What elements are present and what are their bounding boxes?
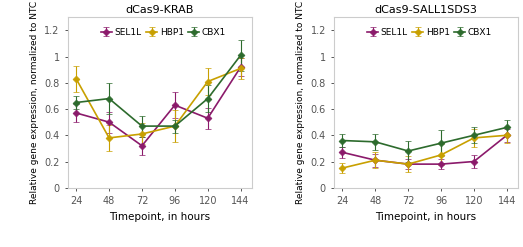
Legend: SEL1L, HBP1, CBX1: SEL1L, HBP1, CBX1 — [98, 25, 229, 40]
Title: dCas9-SALL1SDS3: dCas9-SALL1SDS3 — [374, 5, 477, 15]
Legend: SEL1L, HBP1, CBX1: SEL1L, HBP1, CBX1 — [365, 25, 495, 40]
Title: dCas9-KRAB: dCas9-KRAB — [126, 5, 194, 15]
X-axis label: Timepoint, in hours: Timepoint, in hours — [376, 212, 476, 222]
X-axis label: Timepoint, in hours: Timepoint, in hours — [109, 212, 210, 222]
Y-axis label: Relative gene expression, normalized to NTC: Relative gene expression, normalized to … — [30, 1, 39, 204]
Y-axis label: Relative gene expression, normalized to NTC: Relative gene expression, normalized to … — [296, 1, 305, 204]
